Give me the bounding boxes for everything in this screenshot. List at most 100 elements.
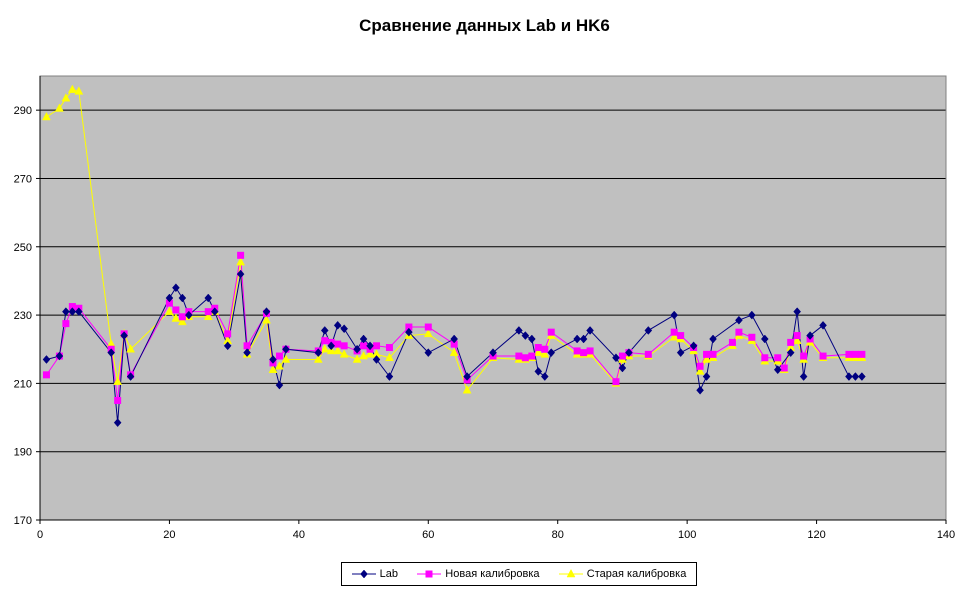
x-tick-label: 100 [678, 529, 696, 541]
data-point-series-2 [800, 352, 808, 360]
data-point-series-2 [735, 328, 743, 336]
data-point-series-1 [243, 348, 251, 358]
data-point-series-2 [528, 352, 536, 360]
data-point-series-1 [450, 334, 459, 344]
data-point-series-3 [339, 349, 349, 358]
data-point-series-3 [177, 316, 187, 326]
x-tick-label: 80 [552, 529, 564, 541]
data-point-series-2 [450, 340, 458, 348]
legend-item-1: Lab [351, 568, 398, 580]
x-tick-label: 140 [937, 529, 955, 541]
data-point-series-3 [113, 376, 123, 385]
data-point-series-3 [236, 257, 246, 266]
data-point-series-2 [696, 362, 704, 370]
legend-item-3: Старая калибровка [558, 568, 686, 580]
data-point-series-2 [845, 350, 853, 358]
data-point-series-3 [203, 311, 213, 321]
data-point-series-1 [773, 365, 782, 375]
legend-swatch [558, 568, 583, 578]
x-tick-label: 60 [422, 529, 434, 541]
data-point-series-1 [372, 355, 381, 364]
x-tick-label: 40 [293, 529, 305, 541]
legend-swatch-marker [359, 569, 368, 579]
data-point-series-2 [373, 342, 381, 350]
data-point-series-1 [165, 293, 174, 303]
data-point-series-1 [269, 355, 277, 364]
data-point-series-2 [541, 345, 549, 353]
data-point-series-1 [178, 293, 187, 303]
data-point-series-1 [463, 372, 471, 381]
data-point-series-1 [689, 341, 698, 351]
data-point-series-1 [735, 315, 743, 325]
data-point-series-2 [748, 333, 756, 341]
data-point-series-2 [275, 352, 283, 360]
data-point-series-3 [74, 86, 84, 95]
data-point-series-1 [573, 334, 581, 344]
data-point-series-1 [62, 307, 70, 317]
data-point-series-1 [262, 307, 271, 317]
data-point-series-2 [224, 330, 232, 338]
data-point-series-3 [423, 328, 433, 338]
data-point-series-1 [74, 307, 83, 317]
data-point-series-2 [586, 347, 594, 355]
data-point-series-1 [786, 348, 795, 358]
data-point-series-2 [547, 328, 555, 336]
data-point-series-1 [676, 348, 685, 358]
data-point-series-3 [365, 349, 375, 358]
data-point-series-2 [424, 323, 432, 331]
data-point-series-3 [61, 93, 71, 102]
data-point-series-1 [68, 307, 77, 317]
data-point-series-2 [573, 347, 581, 355]
data-point-series-1 [223, 341, 232, 351]
data-point-series-1 [748, 310, 756, 320]
data-point-series-1 [858, 372, 866, 381]
data-point-series-1 [799, 372, 808, 381]
data-point-series-1 [385, 372, 394, 381]
data-point-series-2 [774, 354, 782, 362]
data-point-series-2 [340, 342, 348, 350]
data-point-series-1 [424, 348, 433, 358]
data-point-series-1 [340, 324, 348, 334]
y-tick-label: 290 [14, 105, 32, 117]
data-point-series-3 [352, 354, 362, 363]
y-tick-label: 210 [14, 378, 32, 390]
data-point-series-1 [527, 334, 536, 344]
data-point-series-1 [366, 341, 374, 351]
data-point-series-3 [67, 84, 77, 93]
data-point-series-2 [237, 251, 245, 259]
data-point-series-1 [204, 293, 213, 303]
data-point-series-2 [405, 323, 413, 331]
data-point-series-2 [644, 350, 652, 358]
legend-item-2: Новая калибровка [417, 568, 540, 580]
data-point-series-2 [728, 338, 736, 346]
data-point-series-3 [359, 351, 368, 360]
data-point-series-3 [792, 335, 802, 344]
data-point-series-1 [625, 348, 633, 358]
legend: Lab Новая калибровка Старая калибровка [341, 562, 697, 586]
data-point-series-1 [353, 344, 361, 354]
data-point-series-2 [793, 332, 801, 340]
data-point-series-3 [281, 354, 291, 363]
data-point-series-1 [314, 348, 323, 358]
data-point-series-3 [449, 347, 459, 356]
data-point-series-1 [320, 326, 329, 335]
data-point-series-3 [275, 361, 284, 370]
legend-label: Lab [379, 568, 398, 580]
data-point-series-1 [586, 326, 594, 335]
y-tick-label: 250 [14, 242, 32, 254]
data-point-series-1 [172, 283, 180, 293]
data-point-series-2 [858, 350, 866, 358]
data-point-series-2 [42, 371, 50, 379]
data-point-series-2 [114, 396, 122, 404]
data-point-series-1 [793, 307, 801, 317]
data-point-series-1 [702, 372, 711, 381]
data-point-series-1 [819, 320, 827, 330]
data-point-series-1 [489, 348, 497, 358]
data-point-series-1 [275, 380, 284, 390]
data-point-series-3 [695, 366, 705, 375]
data-point-series-1 [612, 353, 620, 363]
data-point-series-2 [165, 299, 173, 307]
data-point-series-3 [54, 103, 64, 112]
data-point-series-1 [107, 348, 116, 358]
data-point-series-1 [547, 348, 556, 358]
